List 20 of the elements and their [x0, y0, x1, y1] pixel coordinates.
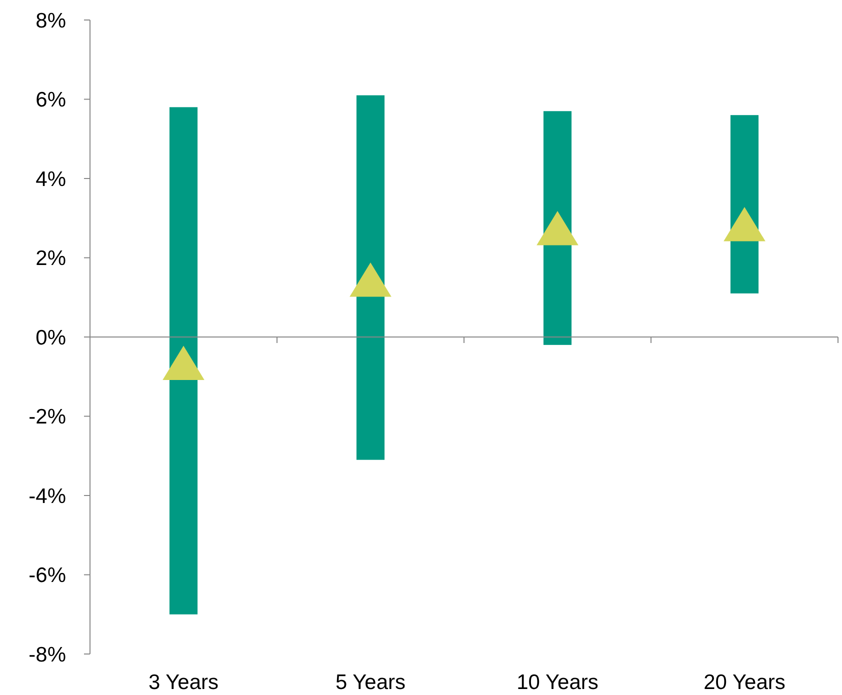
- x-tick-label: 20 Years: [704, 671, 786, 694]
- y-tick-label: 4%: [36, 168, 66, 191]
- x-tick-label: 3 Years: [148, 671, 219, 694]
- y-tick-label: -4%: [28, 484, 66, 508]
- y-tick-label: 8%: [36, 9, 66, 32]
- y-tick-label: 2%: [36, 247, 66, 270]
- point: [162, 346, 204, 380]
- y-tick-label: -8%: [28, 643, 66, 666]
- point: [536, 211, 578, 246]
- y-tick-label: -2%: [28, 406, 66, 429]
- bar: [169, 107, 198, 614]
- x-tick-label: 10 Years: [516, 671, 598, 694]
- point: [350, 262, 392, 297]
- y-tick-label: 6%: [36, 88, 66, 112]
- bar: [356, 95, 385, 460]
- bar: [543, 111, 572, 345]
- y-tick-label: 0%: [36, 326, 66, 350]
- x-tick-label: 5 Years: [335, 671, 406, 694]
- point: [724, 207, 766, 242]
- y-tick-label: -6%: [28, 564, 66, 588]
